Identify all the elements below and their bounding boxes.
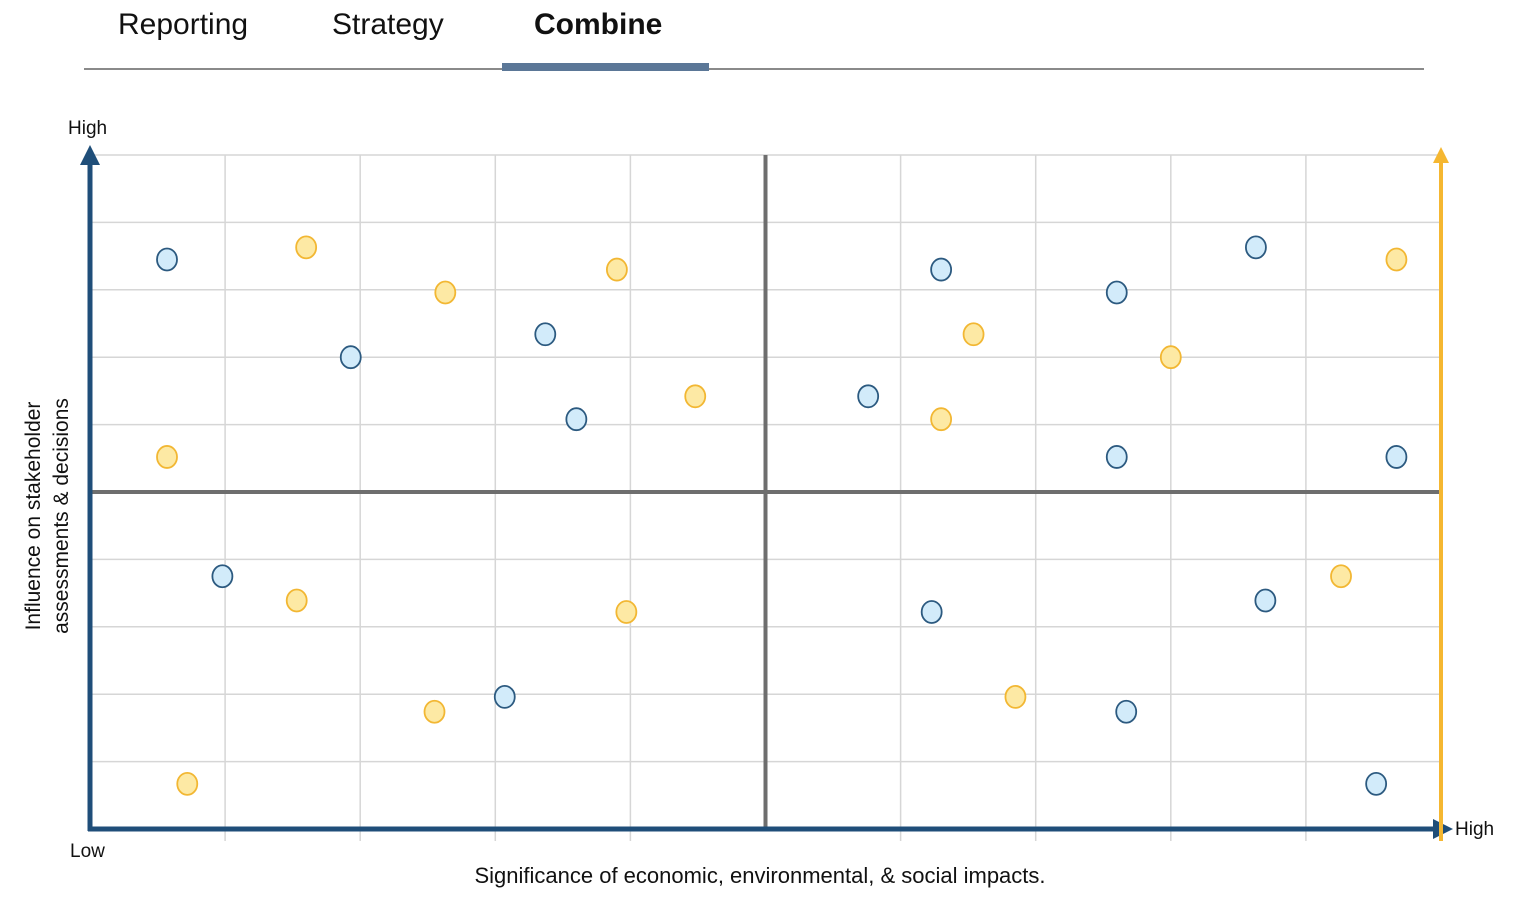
blue-point bbox=[493, 684, 516, 709]
yellow-point bbox=[1385, 247, 1408, 272]
yellow-point bbox=[423, 699, 446, 724]
blue-point bbox=[1105, 445, 1128, 469]
blue-point bbox=[1385, 445, 1408, 469]
chart-axes bbox=[80, 145, 1453, 841]
blue-point bbox=[1254, 588, 1277, 613]
blue-point bbox=[534, 322, 557, 347]
blue-point bbox=[339, 345, 362, 370]
y-axis-label: Influence on stakeholder assessments & d… bbox=[22, 398, 73, 634]
yellow-point bbox=[156, 445, 178, 469]
blue-point bbox=[1115, 699, 1138, 724]
blue-point bbox=[1245, 235, 1267, 260]
active-tab-indicator bbox=[502, 63, 709, 71]
blue-point bbox=[1365, 771, 1388, 796]
yellow-point bbox=[1004, 684, 1027, 709]
yellow-point bbox=[434, 280, 457, 305]
yellow-point bbox=[615, 600, 638, 624]
yellow-point bbox=[285, 588, 308, 613]
tab-bar: Reporting Strategy Combine bbox=[84, 0, 1424, 72]
y-axis-label-line-1: Influence on stakeholder bbox=[22, 402, 45, 631]
yellow-point bbox=[962, 322, 985, 347]
origin-low-label: Low bbox=[70, 841, 105, 862]
y-axis-label-line-2: assessments & decisions bbox=[50, 398, 73, 634]
yellow-point bbox=[176, 771, 199, 796]
tab-bar-divider bbox=[84, 68, 1424, 70]
blue-point bbox=[156, 247, 178, 272]
yellow-point bbox=[684, 384, 707, 409]
tab-combine[interactable]: Combine bbox=[534, 8, 663, 41]
blue-point bbox=[565, 407, 588, 432]
blue-point bbox=[920, 600, 943, 624]
x-axis-high-label: High bbox=[1455, 819, 1494, 840]
tab-reporting[interactable]: Reporting bbox=[118, 8, 249, 41]
blue-point bbox=[211, 564, 234, 589]
blue-point bbox=[1105, 280, 1128, 305]
blue-point bbox=[857, 384, 880, 409]
blue-point bbox=[930, 257, 953, 282]
x-axis-label: Significance of economic, environmental,… bbox=[474, 863, 1045, 888]
yellow-point bbox=[930, 407, 953, 432]
tab-strategy[interactable]: Strategy bbox=[332, 8, 444, 41]
yellow-point bbox=[1159, 345, 1182, 370]
yellow-point bbox=[295, 235, 318, 260]
yellow-point bbox=[605, 257, 628, 282]
y-axis-high-label: High bbox=[68, 118, 107, 139]
quadrant-dividers bbox=[90, 155, 1441, 829]
yellow-point bbox=[1330, 564, 1352, 589]
chart-points bbox=[156, 235, 1408, 796]
